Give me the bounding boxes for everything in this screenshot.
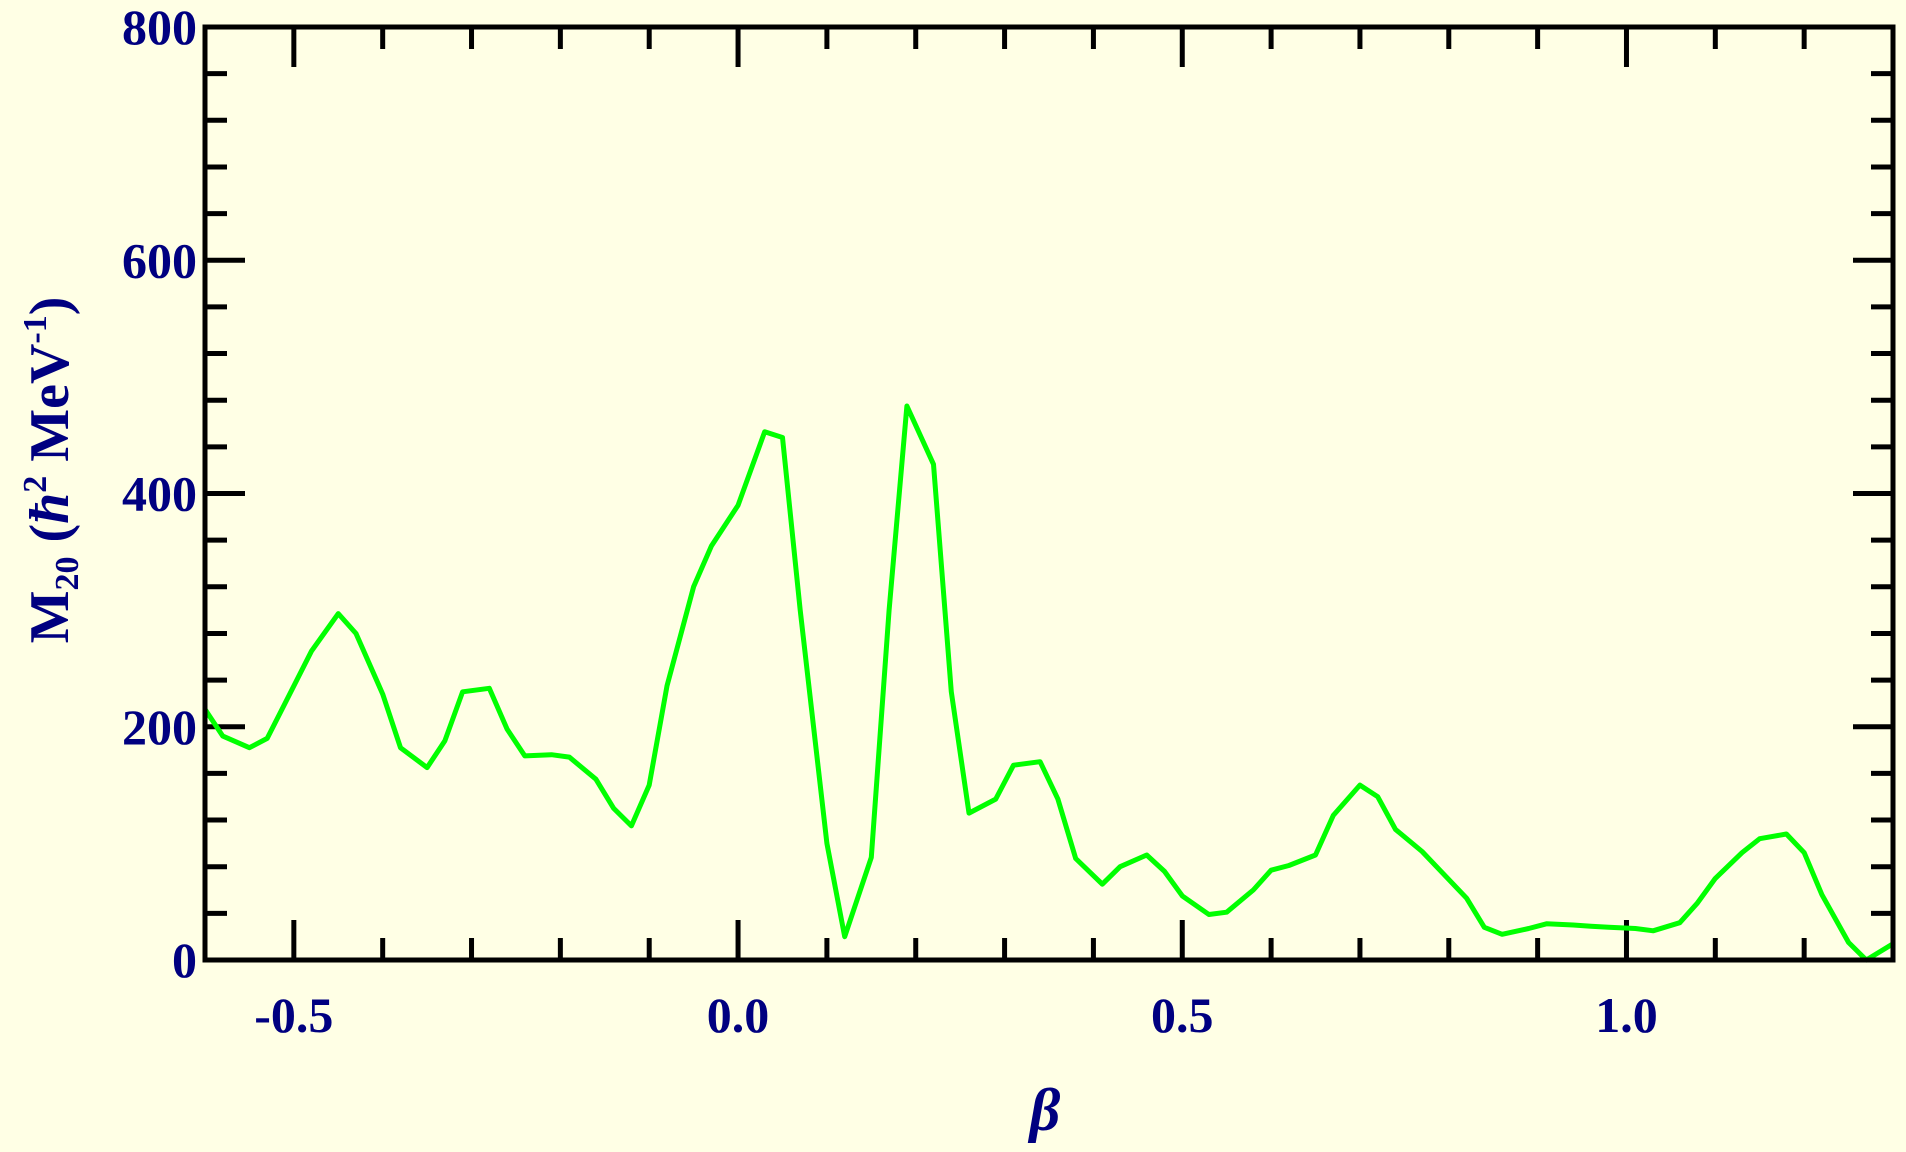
x-tick-label: 1.0 [1595, 987, 1658, 1043]
series-line [202, 403, 1895, 963]
tick-labels: -0.5 0.0 0.5 1.0 0 200 400 600 800 [122, 0, 1658, 1043]
y-tick-label: 400 [122, 466, 197, 522]
x-tick-label: -0.5 [254, 987, 333, 1043]
y-label-main: M [19, 591, 81, 644]
x-tick-label: 0.0 [707, 987, 770, 1043]
y-label-supneg1: -1 [17, 315, 54, 343]
y-label-sup2: 2 [17, 476, 54, 493]
y-tick-label: 200 [122, 699, 197, 755]
y-label-hbar: ħ [19, 493, 81, 524]
x-axis-label: β [1028, 1077, 1061, 1143]
y-label-sub: 20 [49, 557, 86, 591]
y-label-close: ) [19, 297, 81, 316]
y-tick-label: 600 [122, 232, 197, 288]
y-tick-label: 800 [122, 0, 197, 55]
y-label-open: ( [19, 524, 81, 557]
y-tick-label: 0 [172, 932, 197, 988]
y-axis-label: M20 (ħ2 MeV-1) [17, 297, 86, 644]
x-tick-label: 0.5 [1151, 987, 1214, 1043]
y-label-unit: MeV [19, 344, 81, 476]
plot-frame [202, 24, 1896, 963]
